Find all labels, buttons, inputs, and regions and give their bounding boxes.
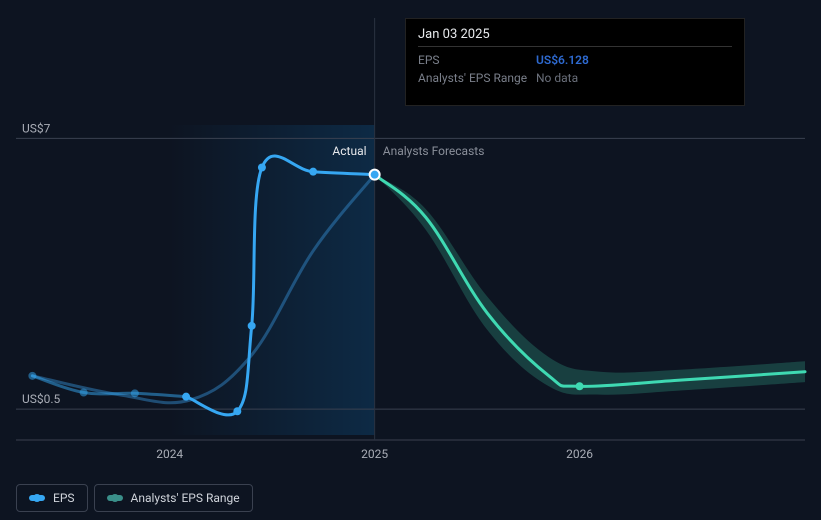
label-actual: Actual <box>332 144 366 158</box>
range-line-forecast <box>375 175 805 387</box>
tooltip-eps-value: US$6.128 <box>536 51 589 69</box>
eps-marker <box>28 372 36 380</box>
eps-marker <box>309 168 317 176</box>
actual-band <box>170 125 375 435</box>
legend-item-range[interactable]: Analysts' EPS Range <box>94 484 253 512</box>
eps-marker <box>131 389 139 397</box>
tooltip-range-value: No data <box>536 69 578 87</box>
x-tick-label: 2026 <box>566 447 593 461</box>
range-marker <box>576 382 584 390</box>
y-tick-label: US$7 <box>22 121 51 135</box>
eps-highlight-marker <box>370 170 380 180</box>
eps-marker <box>80 389 88 397</box>
eps-marker <box>182 393 190 401</box>
tooltip-range-label: Analysts' EPS Range <box>418 69 536 87</box>
tooltip-date: Jan 03 2025 <box>418 27 732 47</box>
label-forecast: Analysts Forecasts <box>383 144 485 158</box>
eps-marker <box>233 407 241 415</box>
eps-marker <box>248 322 256 330</box>
chart-legend: EPS Analysts' EPS Range <box>16 484 253 512</box>
y-tick-label: US$0.5 <box>22 392 61 406</box>
legend-swatch <box>107 495 123 501</box>
eps-chart: { "chart": { "type": "line", "width": 82… <box>0 0 821 520</box>
legend-label: EPS <box>53 491 75 505</box>
legend-swatch <box>29 495 45 501</box>
legend-label: Analysts' EPS Range <box>131 491 240 505</box>
x-tick-label: 2025 <box>361 447 388 461</box>
legend-item-eps[interactable]: EPS <box>16 484 88 512</box>
eps-marker <box>258 164 266 172</box>
tooltip-eps-label: EPS <box>418 51 536 69</box>
x-tick-label: 2024 <box>156 447 183 461</box>
forecast-band <box>375 175 805 395</box>
chart-tooltip: Jan 03 2025 EPS US$6.128 Analysts' EPS R… <box>405 18 745 106</box>
